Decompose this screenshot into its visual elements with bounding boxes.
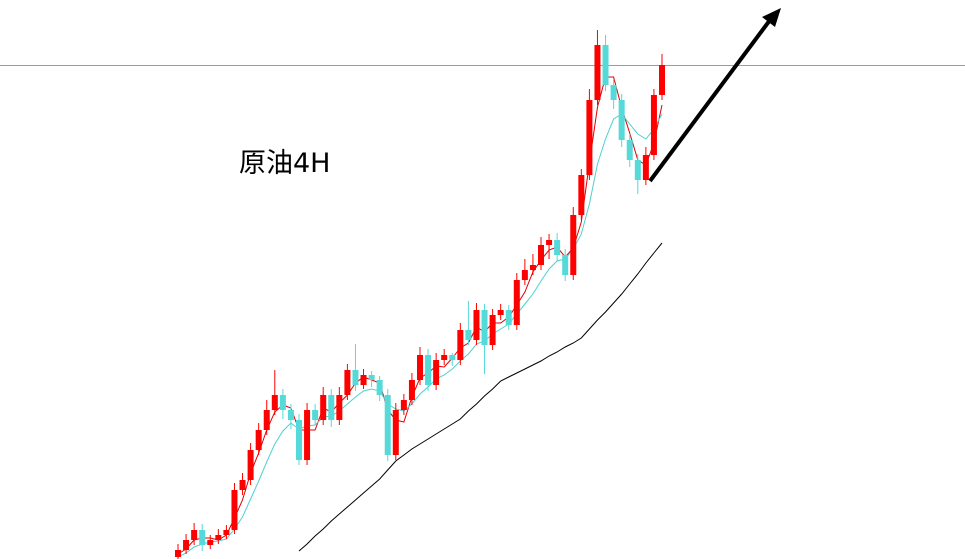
- candle-body: [215, 535, 222, 540]
- candle-body: [473, 310, 480, 340]
- candle-body: [642, 155, 649, 180]
- candle-body: [191, 530, 198, 540]
- candle-body: [546, 240, 553, 245]
- candle-body: [457, 330, 464, 360]
- candle-body: [529, 265, 536, 270]
- candle-body: [521, 270, 528, 280]
- candle-body: [279, 395, 286, 410]
- candle-body: [408, 380, 415, 400]
- candle-body: [586, 100, 593, 175]
- candle-body: [618, 100, 625, 140]
- candle-body: [602, 45, 609, 85]
- candle-body: [449, 355, 456, 360]
- candle-body: [312, 410, 319, 420]
- candle-body: [287, 410, 294, 420]
- candle-body: [183, 540, 190, 550]
- chart-title: 原油4H: [239, 148, 330, 179]
- candle-body: [417, 355, 423, 380]
- candle-body: [360, 375, 367, 385]
- candle-body: [659, 65, 665, 95]
- candle-body: [554, 240, 561, 255]
- candle-body: [223, 530, 230, 535]
- candle-body: [296, 420, 302, 460]
- candle-body: [594, 45, 601, 100]
- candle-body: [497, 310, 504, 315]
- moving-average-line: [177, 113, 663, 558]
- candle-body: [626, 140, 633, 160]
- candle-body: [400, 400, 407, 410]
- candle-body: [425, 355, 432, 385]
- candle-body: [344, 370, 351, 395]
- candle-body: [175, 550, 181, 557]
- candle-body: [263, 410, 270, 430]
- candle-body: [352, 370, 359, 385]
- candle-body: [634, 160, 641, 180]
- candle-body: [489, 315, 496, 345]
- candle-body: [247, 450, 254, 480]
- candle-body: [271, 395, 278, 410]
- candle-body: [368, 375, 375, 380]
- candle-body: [538, 245, 544, 265]
- arrow-shaft: [648, 18, 772, 183]
- moving-average-line: [298, 242, 663, 552]
- candle-body: [199, 530, 206, 545]
- candle-body: [392, 410, 399, 455]
- candle-body: [231, 490, 238, 530]
- candle-body: [328, 395, 335, 420]
- candle-body: [376, 380, 383, 395]
- candle-body: [384, 395, 391, 455]
- candle-body: [320, 395, 327, 420]
- candle-body: [562, 255, 569, 275]
- candle-body: [481, 310, 488, 345]
- candle-body: [570, 215, 577, 275]
- candle-body: [505, 310, 512, 325]
- candle-body: [441, 355, 448, 360]
- candle-body: [239, 480, 246, 490]
- candle-body: [650, 95, 657, 155]
- candle-body: [207, 540, 214, 545]
- candle-body: [433, 360, 440, 385]
- arrow-head: [762, 8, 781, 27]
- candle-body: [304, 410, 311, 460]
- candle-body: [610, 85, 617, 100]
- candle-body: [465, 330, 472, 340]
- candle-body: [336, 395, 343, 420]
- candle-body: [255, 430, 262, 450]
- candle-body: [578, 175, 585, 215]
- candle-body: [513, 280, 520, 325]
